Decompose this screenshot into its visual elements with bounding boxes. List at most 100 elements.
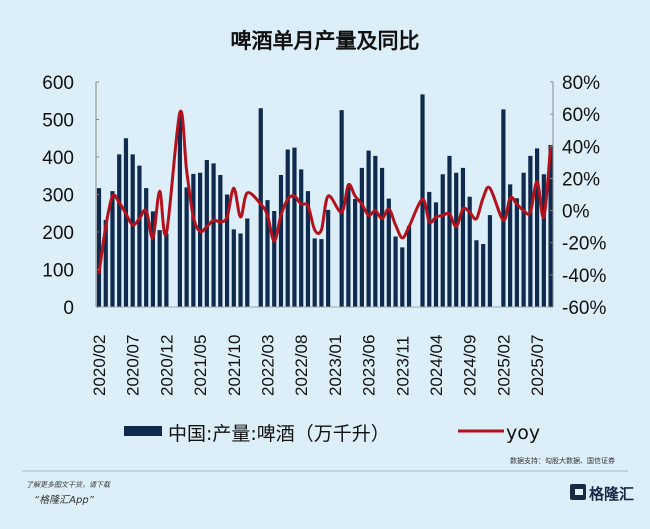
left-tick-label: 200 — [42, 223, 74, 244]
bar-2022/11 — [319, 239, 324, 307]
bar-2021/07 — [211, 163, 216, 307]
bar-2021/11 — [238, 233, 243, 307]
bar-2020/05 — [117, 154, 122, 307]
bar-2023/08 — [379, 167, 385, 307]
chart-title: 啤酒单月产量及同比 — [231, 29, 420, 53]
bar-2021/05 — [198, 172, 203, 307]
x-tick-label: 2020/02 — [90, 335, 109, 396]
legend: 中国:产量:啤酒（万千升） yoy — [124, 422, 540, 445]
x-tick-label: 2020/12 — [157, 335, 176, 396]
bar-2020/02 — [96, 188, 102, 307]
right-tick-label: 80% — [562, 73, 600, 94]
bar-2023/09 — [386, 198, 391, 307]
bar-2024/10 — [474, 240, 479, 307]
bar-series — [96, 94, 553, 307]
bar-2020/04 — [110, 191, 115, 307]
bar-2023/06 — [366, 150, 371, 307]
bar-2024/05 — [440, 174, 445, 307]
bar-2025/06 — [528, 155, 533, 307]
footer-app-name: “格隆汇App” — [34, 494, 95, 506]
bar-2020/08 — [137, 165, 142, 307]
bar-2025/05 — [521, 172, 526, 307]
bar-2023/07 — [373, 155, 378, 307]
logo-text: 格隆汇 — [589, 485, 634, 503]
bar-2024/04 — [433, 202, 439, 307]
right-tick-label: -60% — [562, 298, 606, 319]
bar-2024/03 — [427, 191, 432, 307]
x-tick-label: 2021/05 — [191, 335, 210, 396]
x-tick-label: 2023/01 — [326, 335, 345, 396]
left-tick-label: 400 — [42, 148, 74, 169]
legend-line-label: yoy — [506, 422, 540, 444]
footer-download-note: 了解更多图文干货，请下载 — [26, 481, 111, 489]
x-tick-label: 2025/02 — [494, 335, 513, 396]
source-note: 数据支持：勾股大数据、国信证券 — [510, 456, 615, 465]
gelonghui-logo: 格隆汇 — [570, 484, 634, 503]
left-tick-label: 500 — [42, 111, 74, 132]
right-tick-label: -20% — [562, 234, 606, 255]
bar-2022/08 — [299, 169, 304, 307]
right-tick-label: 60% — [562, 105, 600, 126]
bar-2021/12 — [245, 218, 250, 307]
bar-2025/03 — [508, 184, 513, 307]
bar-2025/09 — [548, 145, 553, 307]
x-tick-label: 2021/10 — [225, 335, 244, 396]
bar-2022/07 — [292, 147, 297, 307]
bar-2023/12 — [406, 226, 412, 307]
legend-bar-swatch — [124, 426, 162, 436]
bar-2022/04 — [272, 211, 277, 307]
bar-2025/04 — [514, 198, 519, 307]
left-tick-label: 300 — [42, 186, 74, 207]
x-tick-label: 2023/06 — [360, 335, 379, 396]
bar-2020/11 — [157, 230, 162, 307]
bar-2024/06 — [447, 155, 452, 307]
bar-2023/02 — [339, 110, 344, 307]
bar-2024/09 — [467, 196, 472, 307]
bar-2021/02 — [177, 115, 182, 307]
left-tick-label: 600 — [42, 73, 74, 94]
bar-2025/02 — [501, 109, 506, 307]
x-tick-label: 2022/03 — [259, 335, 278, 396]
bar-2023/10 — [393, 236, 398, 307]
bar-2021/04 — [191, 173, 196, 307]
bar-2023/03 — [346, 187, 351, 307]
bar-2024/11 — [481, 244, 486, 307]
bar-2020/03 — [103, 220, 108, 307]
x-tick-label: 2025/07 — [528, 335, 547, 396]
bar-2021/06 — [204, 160, 209, 307]
bar-2021/03 — [184, 187, 189, 307]
bar-2022/12 — [326, 209, 331, 307]
bar-2020/07 — [130, 154, 135, 307]
x-tick-label: 2020/07 — [124, 335, 143, 396]
bar-2021/10 — [231, 229, 236, 307]
bar-2020/12 — [164, 233, 169, 307]
yoy-line-series — [97, 109, 553, 274]
legend-bar-label: 中国:产量:啤酒（万千升） — [168, 423, 390, 445]
bar-2021/09 — [224, 194, 230, 307]
x-tick-label: 2024/09 — [461, 335, 480, 396]
yoy-line — [97, 109, 553, 274]
bar-2023/11 — [400, 247, 405, 307]
left-tick-label: 0 — [63, 298, 74, 319]
x-tick-label: 2024/04 — [427, 335, 446, 396]
right-tick-label: -40% — [562, 266, 606, 287]
bar-2022/06 — [285, 149, 290, 307]
bar-2025/07 — [535, 148, 540, 307]
x-tick-label: 2023/11 — [393, 336, 412, 396]
bar-2020/06 — [123, 138, 129, 307]
bar-2024/08 — [460, 167, 466, 307]
left-tick-label: 100 — [42, 261, 74, 282]
axes: 0 100 200 300 400 500 600 -60% -40% -20% 0% 20% 40% 6… — [42, 73, 606, 396]
bar-2024/12 — [487, 215, 493, 307]
bar-2023/05 — [359, 167, 364, 307]
bar-2020/09 — [144, 188, 149, 307]
right-tick-label: 0% — [562, 202, 590, 223]
x-tick-label: 2022/08 — [292, 335, 311, 396]
right-tick-label: 40% — [562, 137, 600, 158]
bar-2023/04 — [353, 199, 358, 307]
bar-2025/08 — [541, 174, 546, 307]
bar-2024/07 — [454, 172, 459, 307]
bar-2021/08 — [218, 175, 223, 307]
bar-2022/05 — [278, 175, 284, 307]
